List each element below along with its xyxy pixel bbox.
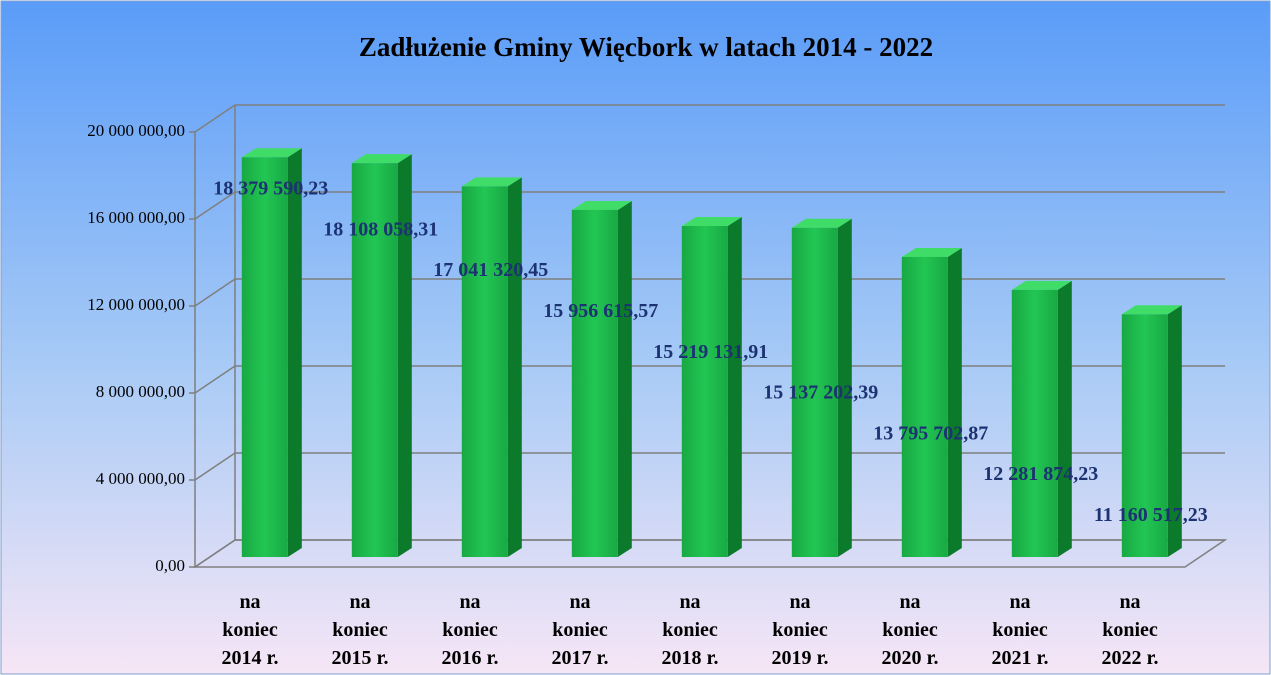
bar bbox=[1121, 314, 1168, 558]
value-label: 12 281 874,23 bbox=[983, 463, 1098, 485]
bar bbox=[901, 256, 948, 558]
x-tick-label: na koniec 2014 r. bbox=[221, 591, 279, 669]
bar-side bbox=[947, 247, 962, 558]
grid-line bbox=[194, 539, 1225, 568]
bar-top bbox=[241, 148, 302, 158]
value-label: 18 108 058,31 bbox=[323, 218, 438, 240]
y-tick-label: 0,00 bbox=[155, 556, 185, 575]
x-tick-label: na koniec 2018 r. bbox=[661, 591, 719, 669]
grid-line bbox=[194, 365, 1225, 394]
bar bbox=[461, 186, 508, 558]
value-label: 15 219 131,91 bbox=[653, 341, 768, 363]
bar bbox=[351, 163, 398, 558]
value-label: 17 041 320,45 bbox=[433, 259, 548, 281]
x-tick-label: na koniec 2019 r. bbox=[771, 591, 829, 669]
value-label: 11 160 517,23 bbox=[1094, 504, 1208, 526]
bar bbox=[791, 227, 838, 558]
bar bbox=[1011, 289, 1058, 558]
grid-line bbox=[194, 191, 1225, 220]
x-tick-label: na koniec 2021 r. bbox=[991, 591, 1049, 669]
bar-side bbox=[727, 216, 742, 558]
value-label: 15 956 615,57 bbox=[543, 300, 658, 322]
bar-side bbox=[837, 218, 852, 558]
bar-side bbox=[1057, 280, 1072, 558]
x-tick-label: na koniec 2016 r. bbox=[441, 591, 499, 669]
x-tick-label: na koniec 2017 r. bbox=[551, 591, 609, 669]
bar-top bbox=[791, 218, 852, 228]
bar-side bbox=[507, 177, 522, 558]
y-tick-label: 4 000 000,00 bbox=[96, 469, 185, 488]
bar-side bbox=[617, 200, 632, 558]
bar-top bbox=[351, 154, 412, 164]
bar-top bbox=[1011, 280, 1072, 290]
bar bbox=[241, 157, 288, 558]
y-tick-label: 16 000 000,00 bbox=[87, 208, 185, 227]
value-label: 13 795 702,87 bbox=[873, 422, 988, 444]
grid-line bbox=[194, 452, 1225, 481]
value-label: 15 137 202,39 bbox=[763, 382, 878, 404]
bar-top bbox=[681, 216, 742, 226]
bar-side bbox=[397, 154, 412, 558]
y-tick-label: 12 000 000,00 bbox=[87, 295, 185, 314]
bar-top bbox=[461, 177, 522, 187]
chart-title: Zadłużenie Gminy Więcbork w latach 2014 … bbox=[359, 32, 933, 62]
y-tick-label: 20 000 000,00 bbox=[87, 121, 185, 140]
value-label: 18 379 590,23 bbox=[213, 178, 328, 200]
bar-side bbox=[1167, 305, 1182, 558]
bar-side bbox=[287, 148, 302, 558]
bar-top bbox=[571, 200, 632, 210]
bar bbox=[681, 225, 728, 558]
x-tick-label: na koniec 2020 r. bbox=[881, 591, 939, 669]
x-tick-label: na koniec 2015 r. bbox=[331, 591, 389, 669]
grid-line bbox=[194, 278, 1225, 307]
grid-line bbox=[194, 104, 1225, 133]
bar-top bbox=[1121, 305, 1182, 315]
bar bbox=[571, 209, 618, 558]
bar-top bbox=[901, 247, 962, 257]
y-tick-label: 8 000 000,00 bbox=[96, 382, 185, 401]
x-tick-label: na koniec 2022 r. bbox=[1101, 591, 1159, 669]
